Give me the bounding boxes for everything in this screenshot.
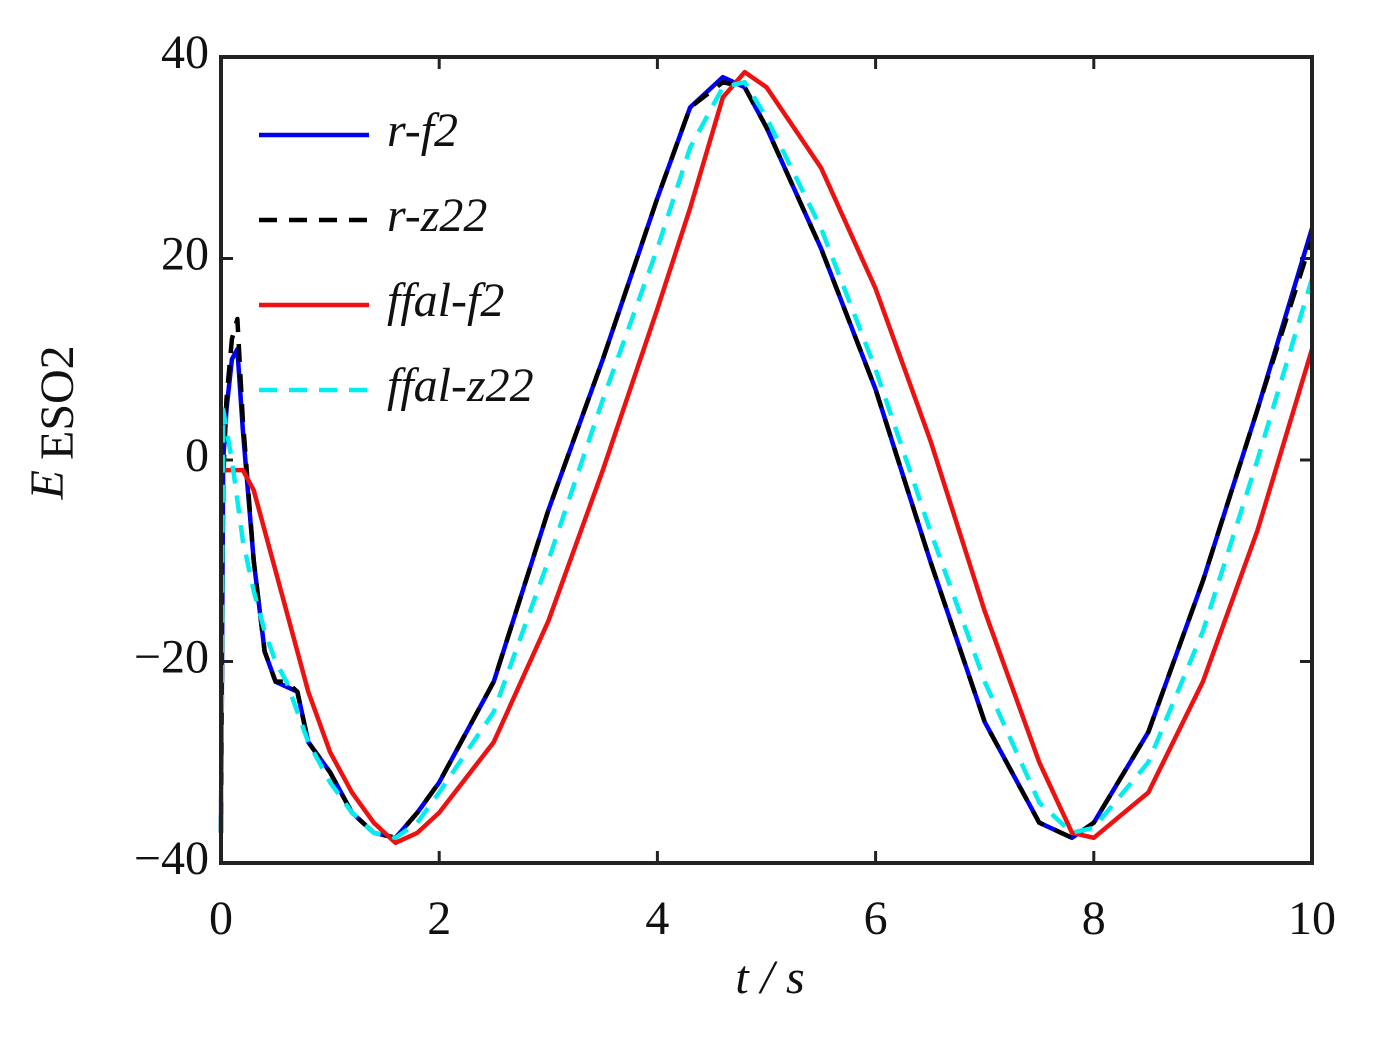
y-tick-label: 20 [161, 228, 209, 281]
series-line [218, 74, 1315, 841]
x-tick-label: 4 [645, 892, 669, 945]
series-line [218, 69, 1315, 846]
x-tick-label: 6 [864, 892, 888, 945]
x-tick-label: 2 [427, 892, 451, 945]
x-tick-label: 8 [1082, 892, 1106, 945]
legend-label: ffal-f2 [387, 274, 504, 327]
legend-label: r-z22 [387, 189, 487, 242]
series-line [218, 79, 1315, 841]
y-axis-label: E [21, 470, 74, 500]
y-tick-label: 0 [185, 429, 209, 482]
y-tick-label: 40 [161, 26, 209, 79]
plot-frame [219, 55, 1314, 865]
y-axis-label-group: E ESO2 [21, 345, 84, 500]
y-axis-label-subscript: ESO2 [31, 345, 84, 460]
y-tick-label: −20 [134, 631, 209, 684]
x-tick-label: 0 [209, 892, 233, 945]
legend-label: ffal-z22 [387, 359, 534, 412]
legend-label: r-f2 [387, 104, 458, 157]
y-tick-label: −40 [134, 832, 209, 885]
x-axis-label: t / s [735, 951, 804, 1004]
x-tick-label: 10 [1288, 892, 1336, 945]
series-line [218, 79, 1315, 841]
